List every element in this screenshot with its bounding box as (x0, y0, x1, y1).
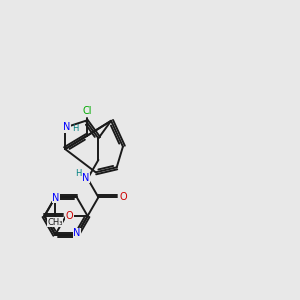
Text: H: H (75, 169, 81, 178)
Text: O: O (119, 192, 127, 202)
Text: Cl: Cl (82, 106, 92, 116)
Text: N: N (73, 228, 80, 238)
Text: N: N (82, 173, 90, 183)
Text: O: O (65, 211, 73, 221)
Text: H: H (73, 124, 79, 134)
Text: N: N (52, 193, 59, 203)
Text: N: N (63, 122, 70, 133)
Text: CH₃: CH₃ (47, 218, 63, 227)
